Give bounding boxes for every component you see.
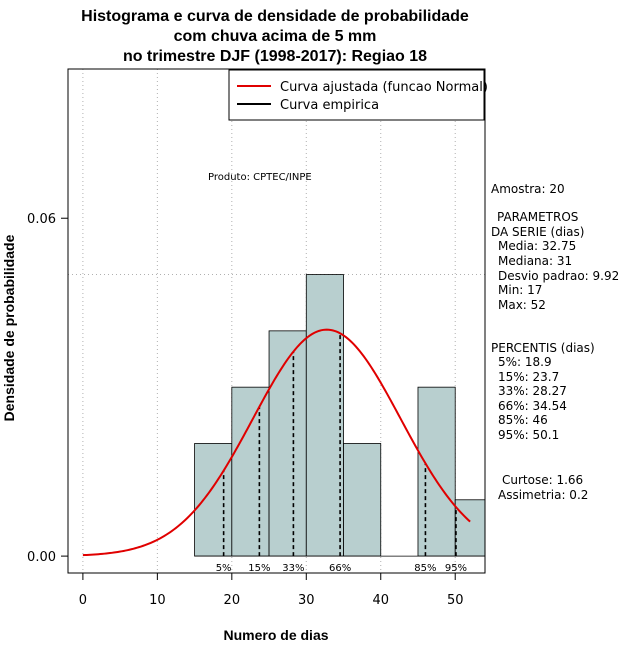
stat-mediana: Mediana: 31 [498, 254, 572, 268]
stat-media: Media: 32.75 [498, 239, 576, 253]
stat-param-title-2: DA SERIE (dias) [491, 225, 584, 239]
stat-p66: 66%: 34.54 [498, 399, 567, 413]
histogram-bar-0 [194, 443, 233, 557]
histogram-bar-3 [305, 274, 344, 557]
percentile-label-0: 5% [216, 563, 232, 574]
y-axis-label: Densidade de probabilidade [1, 234, 17, 421]
stat-amostra: Amostra: 20 [491, 182, 565, 196]
stats-panel: Amostra: 20 PARAMETROS DA SERIE (dias) M… [491, 182, 619, 502]
stat-assimetria: Assimetria: 0.2 [498, 488, 588, 502]
stat-param-title-1: PARAMETROS [497, 210, 578, 224]
x-tick-label-40: 40 [372, 593, 389, 608]
histogram-bar-4 [343, 443, 382, 557]
x-tick-label-30: 30 [298, 593, 315, 608]
stat-max: Max: 52 [498, 298, 546, 312]
normal-fit-curve [82, 328, 471, 557]
x-tick-label-20: 20 [224, 593, 241, 608]
stat-percentis-title: PERCENTIS (dias) [491, 341, 595, 355]
grid-layer [68, 69, 485, 573]
x-tick-label-50: 50 [447, 593, 464, 608]
stat-curtose: Curtose: 1.66 [502, 473, 583, 487]
percentile-label-5: 95% [445, 563, 467, 574]
chart-title-line-2: com chuva acima de 5 mm [174, 28, 377, 45]
chart-title-line-1: Histograma e curva de densidade de proba… [81, 8, 469, 25]
stat-p95: 95%: 50.1 [498, 428, 559, 442]
x-axis-label: Numero de dias [223, 627, 328, 643]
percentile-label-4: 85% [414, 563, 436, 574]
percentile-label-2: 33% [282, 563, 304, 574]
percentile-label-3: 66% [329, 563, 351, 574]
stat-p33: 33%: 28.27 [498, 384, 567, 398]
bars-layer [194, 274, 486, 557]
legend: Curva ajustada (funcao Normal) Curva emp… [228, 69, 488, 121]
stat-desvio: Desvio padrao: 9.92 [498, 269, 619, 283]
x-tick-label-0: 0 [79, 593, 87, 608]
y-tick-label-0: 0.00 [27, 550, 56, 565]
curve-layer [82, 328, 471, 557]
x-tick-label-10: 10 [149, 593, 166, 608]
stat-min: Min: 17 [498, 283, 542, 297]
percentile-layer: 5% 15% 33% 66% 85% 95% [216, 333, 467, 574]
legend-label-empirical: Curva empirica [280, 98, 379, 113]
legend-box [228, 69, 485, 121]
y-tick-label-1: 0.06 [27, 212, 56, 227]
product-label: Produto: CPTEC/INPE [208, 172, 312, 183]
histogram-bar-2 [268, 330, 307, 557]
chart-title-line-3: no trimestre DJF (1998-2017): Regiao 18 [123, 48, 427, 65]
histogram-bar-6 [417, 386, 456, 557]
axes-layer: 0 10 20 30 40 50 0.00 0.06 [27, 212, 463, 608]
stat-p15: 15%: 23.7 [498, 370, 559, 384]
histogram-bar-1 [231, 386, 270, 557]
plot-frame [67, 68, 486, 574]
stat-p85: 85%: 46 [498, 413, 548, 427]
histogram-bar-7 [454, 499, 486, 557]
legend-label-normal: Curva ajustada (funcao Normal) [280, 80, 488, 95]
percentile-label-1: 15% [248, 563, 270, 574]
stat-p5: 5%: 18.9 [498, 355, 552, 369]
